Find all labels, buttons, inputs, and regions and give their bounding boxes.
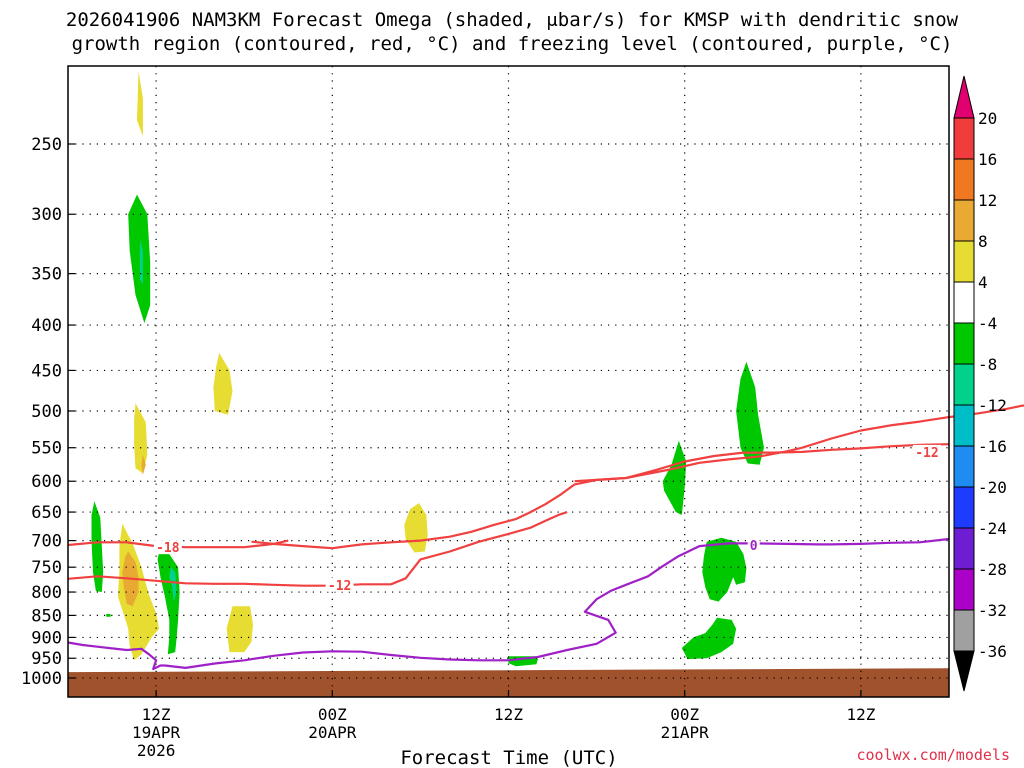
- omega-region: [141, 454, 146, 475]
- terrain-polygon: [68, 668, 949, 697]
- x-tick-label: 21APR: [661, 723, 710, 742]
- colorbar-box: [953, 322, 975, 365]
- omega-region: [662, 440, 687, 515]
- colorbar-label: 8: [978, 232, 988, 251]
- omega-region: [91, 501, 104, 592]
- omega-shading: [91, 71, 764, 667]
- colorbar-box: [953, 404, 975, 447]
- colorbar-label: -8: [978, 355, 997, 374]
- contour-label-bg: [325, 577, 354, 592]
- grid: [68, 66, 949, 697]
- colorbar-label: -28: [978, 560, 1007, 579]
- omega-region: [736, 361, 764, 465]
- x-axis-title: Forecast Time (UTC): [400, 747, 617, 768]
- contour-label-bg: [747, 537, 760, 552]
- chart-title-line-1: 2026041906 NAM3KM Forecast Omega (shaded…: [65, 9, 959, 31]
- omega-region: [134, 403, 148, 474]
- terrain-fill: [68, 668, 949, 697]
- contour-label: -12: [328, 579, 351, 594]
- omega-region: [213, 352, 233, 415]
- colorbar-box: [953, 486, 975, 529]
- y-tick-label: 800: [31, 583, 62, 603]
- y-tick-label: 450: [31, 361, 62, 381]
- contour-lines: [67, 404, 1024, 671]
- x-tick-label: 12Z: [846, 705, 875, 724]
- contour-line: [67, 539, 289, 549]
- y-axis: 2503003504004505005506006507007508008509…: [21, 135, 75, 689]
- y-tick-label: 650: [31, 503, 62, 523]
- colorbar-box: [953, 158, 975, 201]
- colorbar-box: [953, 117, 975, 160]
- colorbar-label: 16: [978, 150, 997, 169]
- omega-region: [137, 71, 143, 137]
- colorbar-label: 20: [978, 109, 997, 128]
- omega-region: [106, 614, 111, 617]
- omega-region: [404, 503, 428, 553]
- contour-line: [67, 511, 568, 587]
- x-tick-label: 00Z: [670, 705, 699, 724]
- omega-region: [128, 194, 151, 324]
- contour-label-bg: [153, 540, 182, 555]
- y-tick-label: 700: [31, 532, 62, 552]
- y-tick-label: 850: [31, 606, 62, 626]
- y-tick-label: 900: [31, 628, 62, 648]
- colorbar-box: [953, 609, 975, 652]
- x-tick-label: 20APR: [308, 723, 357, 742]
- contour-label-bg: [912, 444, 941, 459]
- colorbar-box: [953, 281, 975, 324]
- colorbar-box: [953, 199, 975, 242]
- y-tick-label: 500: [31, 402, 62, 422]
- contour-line: [574, 404, 1024, 483]
- colorbar-box: [953, 445, 975, 488]
- contour-line: [251, 443, 950, 550]
- colorbar-box: [953, 363, 975, 406]
- colorbar-box: [953, 568, 975, 611]
- colorbar-top-arrow: [953, 75, 975, 119]
- y-tick-label: 350: [31, 265, 62, 285]
- omega-region: [226, 606, 253, 653]
- contour-label: 0: [750, 539, 758, 554]
- colorbar-label: -36: [978, 642, 1007, 661]
- x-tick-label: 12Z: [142, 705, 171, 724]
- colorbar: 20 16 12 8 4 -4 -8 -12 -16 -20 -24 -28 -32 -36: [953, 75, 1007, 692]
- omega-region: [169, 567, 177, 602]
- y-tick-label: 950: [31, 649, 62, 669]
- y-tick-label: 250: [31, 135, 62, 155]
- colorbar-label: 4: [978, 273, 988, 292]
- colorbar-box: [953, 527, 975, 570]
- colorbar-label: -16: [978, 437, 1007, 456]
- colorbar-label: -24: [978, 519, 1007, 538]
- y-tick-label: 400: [31, 316, 62, 336]
- contour-label: -18: [156, 541, 180, 556]
- y-tick-label: 600: [31, 472, 62, 492]
- y-tick-label: 1000: [21, 669, 62, 689]
- colorbar-box: [953, 240, 975, 283]
- colorbar-label: -32: [978, 601, 1007, 620]
- omega-region: [702, 537, 747, 602]
- y-tick-label: 300: [31, 205, 62, 225]
- omega-region: [681, 617, 737, 660]
- x-tick-label: 2026: [137, 741, 176, 760]
- contour-label: -12: [915, 446, 938, 461]
- colorbar-bottom-arrow: [953, 650, 975, 692]
- x-tick-label: 00Z: [318, 705, 347, 724]
- colorbar-label: -20: [978, 478, 1007, 497]
- x-tick-label: 12Z: [494, 705, 523, 724]
- y-tick-label: 550: [31, 439, 62, 459]
- colorbar-label: 12: [978, 191, 997, 210]
- y-tick-label: 750: [31, 558, 62, 578]
- credit-link[interactable]: coolwx.com/models: [856, 746, 1010, 764]
- contour-labels: -18-12-18-120: [153, 444, 941, 594]
- colorbar-label: -12: [978, 396, 1007, 415]
- colorbar-label: -4: [978, 314, 997, 333]
- chart-title-line-2: growth region (contoured, red, °C) and f…: [71, 33, 953, 55]
- x-tick-label: 19APR: [132, 723, 181, 742]
